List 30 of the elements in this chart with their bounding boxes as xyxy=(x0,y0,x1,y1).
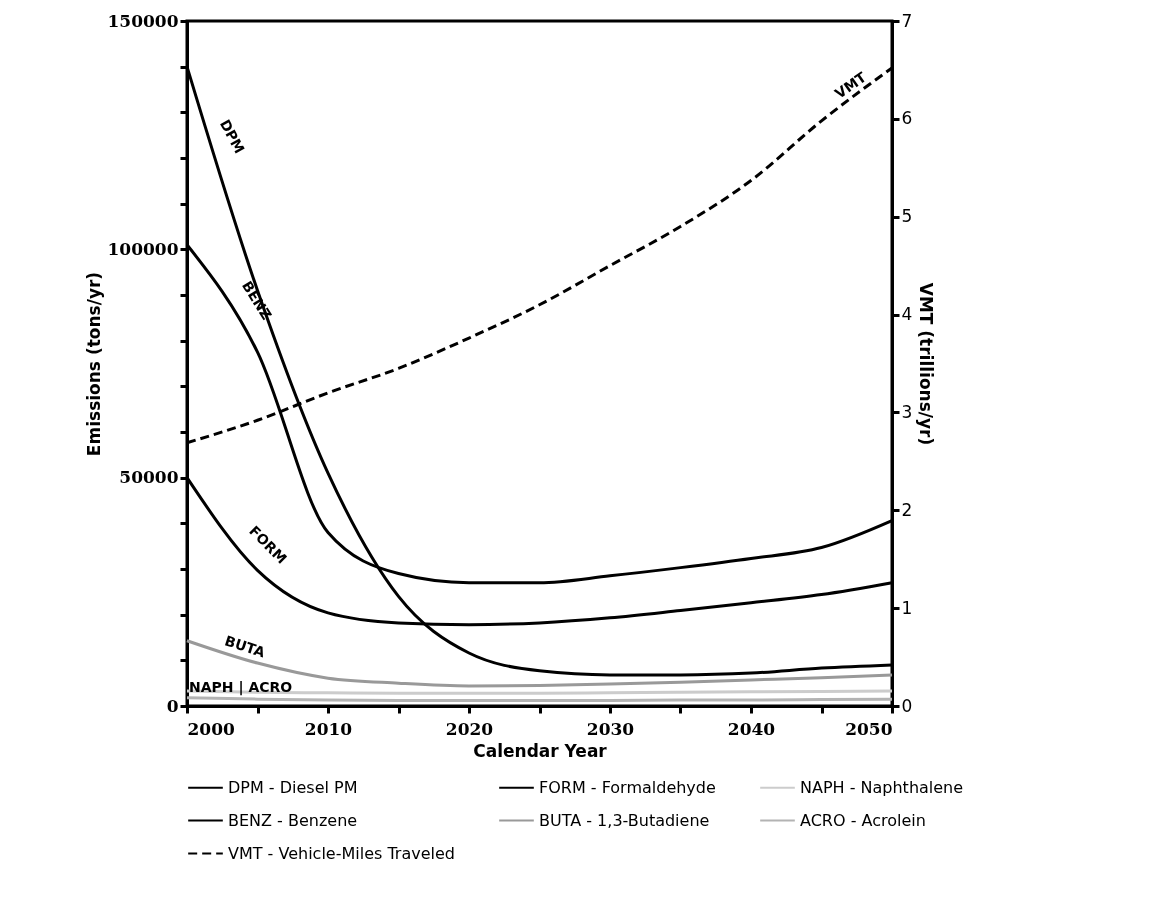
legend-label: VMT - Vehicle-Miles Traveled xyxy=(228,843,455,863)
x-tick-label: 2000 xyxy=(187,718,235,739)
y2-tick-label: 6 xyxy=(901,108,913,129)
annotation: NAPH | ACRO xyxy=(189,679,293,696)
y2-axis-title: VMT (trillions/yr) xyxy=(916,282,937,446)
x-tick-label: 2030 xyxy=(586,718,635,739)
x-tick-label: 2020 xyxy=(445,718,494,739)
legend-label: FORM - Formaldehyde xyxy=(539,777,716,797)
y2-tick-label: 7 xyxy=(901,10,913,31)
y2-tick-label: 1 xyxy=(901,597,913,618)
y-tick-label: 150000 xyxy=(107,10,179,31)
x-axis-title: Calendar Year xyxy=(473,740,608,761)
annotation: BUTA xyxy=(222,632,268,661)
legend-label: NAPH - Naphthalene xyxy=(800,777,964,797)
y2-tick-label: 5 xyxy=(901,206,913,227)
legend-label: ACRO - Acrolein xyxy=(800,810,926,830)
legend-label: BENZ - Benzene xyxy=(228,810,358,830)
x-tick-label: 2050 xyxy=(845,718,893,739)
y-tick-label: 0 xyxy=(166,695,179,716)
y-tick-label: 50000 xyxy=(119,467,179,488)
y2-tick-label: 3 xyxy=(901,401,913,422)
y2-tick-label: 4 xyxy=(901,304,913,325)
x-tick-label: 2010 xyxy=(304,718,353,739)
y2-tick-label: 0 xyxy=(901,695,913,716)
legend-label: BUTA - 1,3-Butadiene xyxy=(539,810,710,830)
y2-tick-label: 2 xyxy=(901,499,913,520)
y-axis-title: Emissions (tons/yr) xyxy=(83,271,104,457)
legend-label: DPM - Diesel PM xyxy=(228,777,358,797)
y-tick-label: 100000 xyxy=(107,238,179,259)
x-tick-label: 2040 xyxy=(727,718,776,739)
